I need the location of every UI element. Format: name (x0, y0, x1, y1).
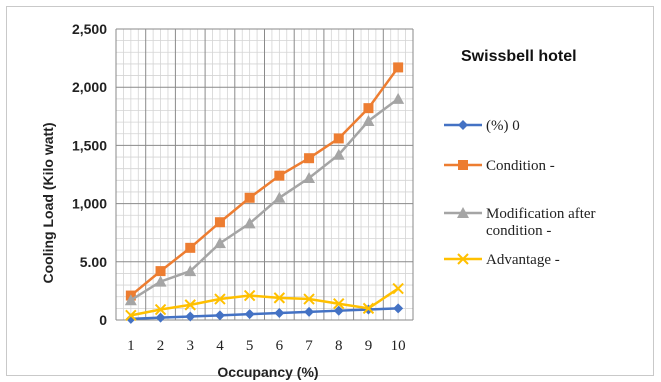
y-tick-label: 0 (99, 312, 107, 328)
legend-item-1: (%) 0 (444, 118, 520, 134)
data-point (362, 302, 375, 315)
marker-stroke (154, 303, 167, 316)
marker-stroke (184, 299, 196, 311)
x-tick-label: 9 (365, 338, 373, 354)
data-point (213, 237, 226, 249)
y-axis-ticks: 0 5.00 1,000 1,500 2,000 2,500 (72, 21, 107, 328)
data-point (124, 294, 137, 306)
marker-stroke (392, 282, 404, 295)
data-point (332, 148, 345, 160)
data-point (155, 266, 166, 277)
data-point (244, 309, 255, 320)
legend: (%) 0 Condition - Modification after condit… (444, 118, 596, 268)
x-tick-label: 1 (127, 338, 135, 354)
data-point (154, 303, 167, 316)
legend-marker (458, 120, 468, 130)
y-tick-label: 1,500 (72, 137, 107, 153)
legend-label: (%) 0 (486, 118, 520, 134)
y-tick-label: 2,500 (72, 21, 107, 37)
data-point (333, 133, 344, 144)
x-tick-label: 7 (305, 338, 313, 354)
data-point (362, 114, 375, 126)
data-point (274, 170, 285, 181)
data-point (184, 265, 197, 277)
data-point (303, 293, 315, 305)
data-point (154, 275, 167, 287)
series-line (130, 307, 399, 321)
marker-stroke (273, 292, 286, 304)
marker-stroke (243, 289, 256, 302)
legend-item-3: Modification after condition - (444, 206, 596, 239)
legend-label: Modification after condition - (486, 206, 596, 239)
chart-title: Swissbell hotel (461, 48, 577, 65)
marker-stroke (125, 309, 137, 322)
series-line (130, 66, 400, 297)
y-tick-label: 2,000 (72, 79, 107, 95)
chart-frame (6, 6, 654, 376)
data-point (273, 292, 286, 304)
marker-stroke (457, 253, 469, 265)
data-point (333, 297, 345, 310)
data-point (125, 309, 137, 322)
x-tick-label: 4 (216, 338, 224, 354)
data-point (303, 171, 316, 183)
data-point (244, 192, 255, 203)
data-point (273, 191, 286, 203)
legend-marker (458, 160, 468, 170)
series-2 (125, 62, 404, 301)
data-point (185, 311, 196, 322)
data-point (214, 293, 226, 305)
y-tick-label: 1,000 (72, 196, 107, 212)
series-3 (124, 92, 405, 306)
x-tick-label: 2 (157, 338, 165, 354)
legend-item-2: Condition - (444, 158, 555, 174)
data-point (214, 310, 225, 321)
marker-stroke (333, 297, 345, 310)
series-layer (124, 62, 405, 324)
series-line (130, 97, 399, 302)
data-point (214, 217, 225, 228)
data-point (363, 103, 374, 114)
x-tick-label: 5 (246, 338, 254, 354)
x-axis-title: Occupancy (%) (217, 364, 318, 380)
y-axis-title: Cooling Load (Kilo watt) (40, 123, 56, 284)
data-point (125, 313, 136, 324)
data-point (243, 217, 256, 229)
data-point (185, 242, 196, 253)
x-tick-label: 8 (335, 338, 343, 354)
data-point (304, 153, 315, 164)
data-point (393, 62, 404, 73)
legend-label: Condition - (486, 158, 555, 174)
legend-marker (457, 207, 469, 218)
data-point (392, 282, 404, 295)
data-point (274, 308, 285, 319)
data-point (243, 289, 256, 302)
data-point (333, 305, 344, 316)
x-axis-ticks: 1 2 3 4 5 6 7 8 9 10 (127, 338, 406, 354)
data-point (304, 306, 315, 317)
x-tick-label: 10 (391, 338, 406, 354)
data-point (155, 312, 166, 323)
marker-stroke (303, 293, 315, 305)
series-1 (125, 303, 404, 324)
series-4 (125, 282, 404, 322)
legend-marker (457, 253, 469, 265)
data-point (392, 92, 405, 104)
legend-item-4: Advantage - (444, 252, 560, 268)
data-point (184, 299, 196, 311)
data-point (393, 303, 404, 314)
x-tick-label: 6 (276, 338, 284, 354)
marker-stroke (214, 293, 226, 305)
x-tick-label: 3 (187, 338, 195, 354)
legend-label: Advantage - (486, 252, 560, 268)
y-tick-label: 5.00 (80, 254, 107, 270)
series-line (130, 287, 399, 317)
marker-stroke (362, 302, 375, 315)
